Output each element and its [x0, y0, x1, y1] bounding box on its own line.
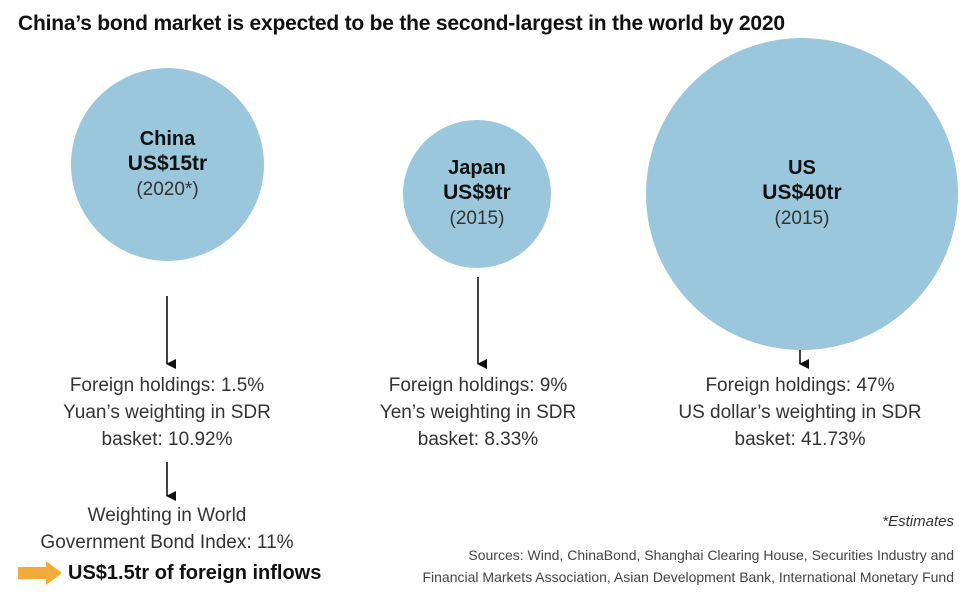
us-sdr-basket: basket: 41.73% [734, 429, 866, 450]
china-info: Foreign holdings: 1.5% Yuan’s weighting … [22, 372, 312, 453]
china-index-line-2: Government Bond Index: 11% [40, 532, 294, 553]
china-foreign-holdings: Foreign holdings: 1.5% [69, 375, 265, 396]
sources-note: Sources: Wind, ChinaBond, Shanghai Clear… [422, 544, 954, 588]
japan-info: Foreign holdings: 9% Yen’s weighting in … [330, 372, 626, 453]
bubble-japan-year: (2015) [449, 208, 505, 229]
bubble-us-year: (2015) [774, 208, 830, 229]
foreign-inflows-callout: US$1.5tr of foreign inflows [18, 561, 321, 585]
china-index-info: Weighting in World Government Bond Index… [22, 502, 312, 556]
china-index-line-1: Weighting in World [87, 505, 247, 526]
orange-arrow-icon [18, 561, 62, 585]
us-foreign-holdings: Foreign holdings: 47% [705, 375, 895, 396]
japan-sdr-weighting: Yen’s weighting in SDR [379, 402, 577, 423]
japan-sdr-basket: basket: 8.33% [417, 429, 539, 450]
chart-title: China’s bond market is expected to be th… [18, 12, 785, 35]
bubble-japan: Japan US$9tr (2015) [403, 120, 551, 268]
bubble-china-value: US$15tr [127, 151, 208, 175]
bubble-japan-name: Japan [448, 157, 506, 179]
china-sdr-basket: basket: 10.92% [101, 429, 233, 450]
estimates-footnote: *Estimates [882, 513, 954, 530]
bubble-us-name: US [788, 157, 816, 179]
foreign-inflows-label: US$1.5tr of foreign inflows [68, 561, 322, 584]
us-sdr-weighting: US dollar’s weighting in SDR [678, 402, 922, 423]
bubble-us-value: US$40tr [762, 181, 842, 204]
bubble-china-year: (2020*) [136, 178, 199, 200]
bubble-china: China US$15tr (2020*) [71, 68, 264, 261]
sources-line-2: Financial Markets Association, Asian Dev… [422, 569, 954, 585]
sources-line-1: Sources: Wind, ChinaBond, Shanghai Clear… [468, 547, 954, 563]
bubble-us: US US$40tr (2015) [646, 38, 958, 350]
japan-foreign-holdings: Foreign holdings: 9% [388, 375, 568, 396]
china-sdr-weighting: Yuan’s weighting in SDR [63, 402, 271, 423]
bubble-china-name: China [139, 127, 196, 150]
us-info: Foreign holdings: 47% US dollar’s weight… [650, 372, 950, 453]
bubble-japan-value: US$9tr [443, 181, 511, 204]
